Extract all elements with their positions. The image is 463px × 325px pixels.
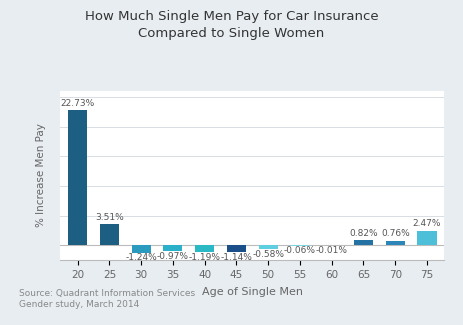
Text: -1.14%: -1.14%: [220, 253, 252, 262]
Y-axis label: % Increase Men Pay: % Increase Men Pay: [36, 124, 46, 228]
Text: How Much Single Men Pay for Car Insurance
Compared to Single Women: How Much Single Men Pay for Car Insuranc…: [85, 10, 378, 40]
Text: 22.73%: 22.73%: [61, 99, 95, 108]
Text: 0.76%: 0.76%: [381, 229, 410, 238]
Text: -0.97%: -0.97%: [157, 252, 189, 261]
Text: 0.82%: 0.82%: [349, 229, 378, 238]
Text: -0.58%: -0.58%: [252, 250, 284, 258]
X-axis label: Age of Single Men: Age of Single Men: [202, 287, 303, 297]
Text: 3.51%: 3.51%: [95, 213, 124, 222]
Bar: [259, 245, 278, 249]
Bar: [227, 245, 246, 252]
Text: -1.24%: -1.24%: [125, 254, 157, 262]
Text: -0.06%: -0.06%: [284, 246, 316, 255]
Bar: [163, 245, 182, 251]
Bar: [68, 111, 87, 245]
Bar: [131, 245, 150, 253]
Text: 2.47%: 2.47%: [413, 219, 441, 228]
Text: -1.19%: -1.19%: [189, 253, 221, 262]
Bar: [386, 241, 405, 245]
Bar: [100, 224, 119, 245]
Bar: [418, 230, 437, 245]
Text: -0.01%: -0.01%: [316, 246, 348, 255]
Bar: [354, 240, 373, 245]
Text: Source: Quadrant Information Services
Gender study, March 2014: Source: Quadrant Information Services Ge…: [19, 289, 194, 309]
Bar: [195, 245, 214, 252]
